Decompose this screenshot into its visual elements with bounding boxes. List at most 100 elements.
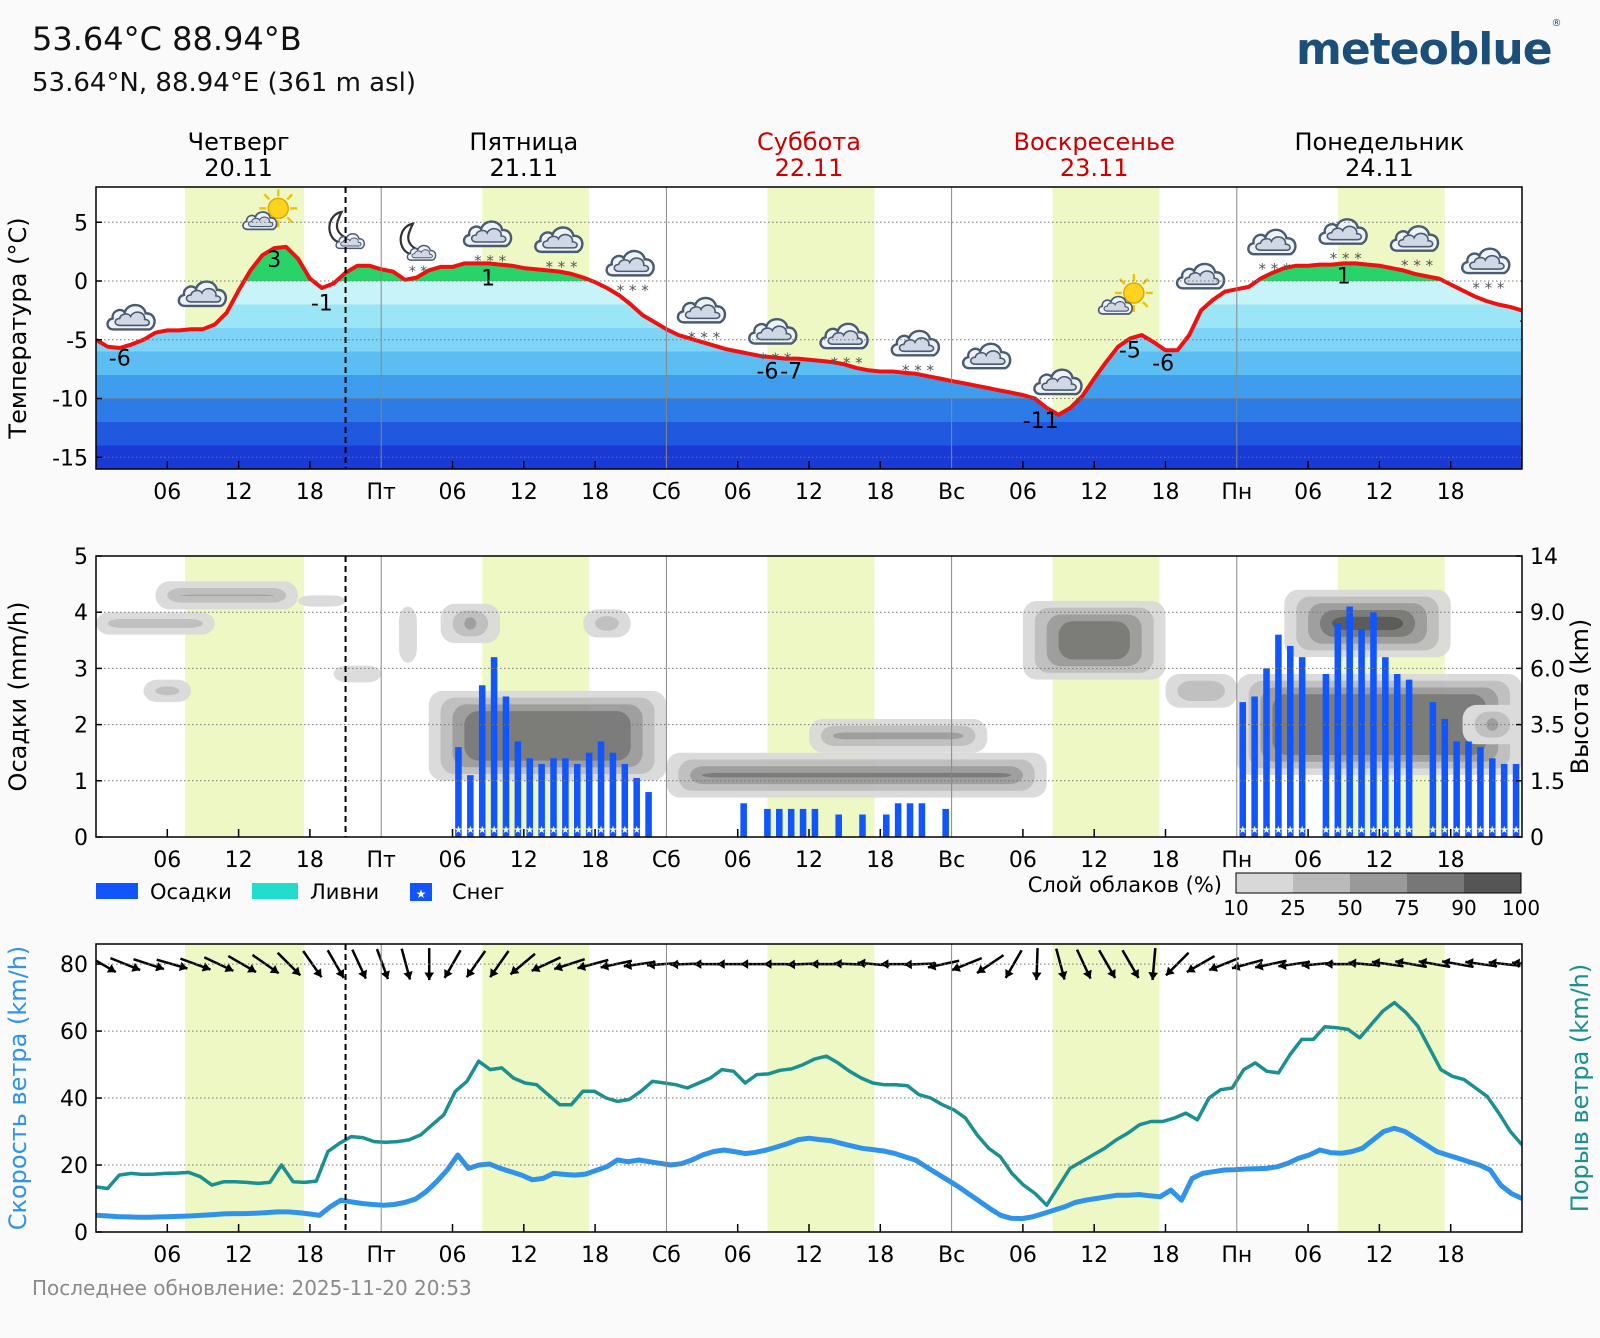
wind-arrow xyxy=(1254,959,1287,971)
temperature-line xyxy=(96,244,1522,417)
precip-bar xyxy=(597,741,605,837)
snow-marker: ★ xyxy=(513,825,522,836)
daylight-band xyxy=(1052,944,1160,1232)
x-tick-label-hour: 12 xyxy=(1365,1243,1393,1268)
x-tick-label-hour: 18 xyxy=(296,480,324,505)
wind-arrow-head xyxy=(403,970,413,980)
x-tick-label-day: Вс xyxy=(938,848,965,873)
temperature-label: 1 xyxy=(481,267,495,292)
wind-arrow xyxy=(1121,949,1140,979)
logo-text: meteoblue xyxy=(1296,24,1553,75)
precip-bar xyxy=(740,803,747,837)
x-tick-label-hour: 12 xyxy=(795,480,823,505)
temperature-band xyxy=(96,422,1522,446)
wind-arrow-head xyxy=(1031,972,1042,981)
cloud-legend-tick: 25 xyxy=(1280,896,1305,920)
wind-arrow-head xyxy=(1186,964,1196,973)
x-tick-label-hour: 12 xyxy=(510,1243,538,1268)
legend-showers-label: Ливни xyxy=(310,880,379,904)
cloud-legend-tick: 50 xyxy=(1337,896,1362,920)
gust-line xyxy=(96,1000,1522,1207)
wind-arrow-head xyxy=(600,961,610,971)
right-tick-label: 0 xyxy=(1530,826,1544,851)
wind-arrow-head xyxy=(335,968,345,978)
wind-arrow-head xyxy=(763,959,772,969)
wind-arrow-head xyxy=(531,963,541,973)
precip-bar xyxy=(645,792,652,837)
x-tick-label-hour: 12 xyxy=(795,1243,823,1268)
right-tick-label: 14 xyxy=(1530,545,1558,570)
panel-frame xyxy=(95,555,1523,838)
wind-arrow-head xyxy=(247,964,257,973)
snow-marker: ★ xyxy=(1500,825,1509,836)
snowflake-glyph: * * * xyxy=(1258,260,1291,278)
day-date: 24.11 xyxy=(1345,154,1414,182)
x-tick-label-hour: 06 xyxy=(1009,480,1037,505)
legend-precip-label: Осадки xyxy=(150,880,232,904)
last-update-text: Последнее обновление: 2025-11-20 20:53 xyxy=(32,1276,472,1300)
wind-arrow-head xyxy=(291,966,301,976)
x-tick-label-hour: 18 xyxy=(1152,480,1180,505)
precip-bar xyxy=(859,814,866,837)
temperature-label: -6 xyxy=(109,347,131,372)
snow-marker: ★ xyxy=(454,825,463,836)
logo-registered-mark: ® xyxy=(1551,18,1562,30)
wind-arrow-head xyxy=(1005,968,1014,978)
panel-2-plot-area xyxy=(96,944,1522,1232)
wind-arrow xyxy=(326,949,345,979)
wind-arrow xyxy=(1098,949,1117,979)
snow-marker: ★ xyxy=(1440,825,1449,836)
right-tick-label: 1.5 xyxy=(1530,770,1565,795)
wind-arrow-head xyxy=(834,958,842,969)
snow-marker: ★ xyxy=(478,825,487,836)
day-name: Понедельник xyxy=(1294,128,1464,156)
wind-arrow xyxy=(951,956,983,972)
precip-bar xyxy=(526,758,534,837)
day-date: 23.11 xyxy=(1060,154,1129,182)
precip-bar xyxy=(538,763,545,837)
wind-arrow-head xyxy=(466,968,476,978)
cloud-layer xyxy=(107,618,203,628)
legend-showers-swatch xyxy=(252,883,298,899)
wind-arrow-head xyxy=(424,972,435,981)
x-tick-label-day: Пн xyxy=(1221,848,1252,873)
x-tick-label-day: Сб xyxy=(652,480,681,505)
snow-marker: ★ xyxy=(1345,825,1354,836)
precip-bar xyxy=(835,814,842,837)
wind-arrow-head xyxy=(693,959,702,969)
precip-bar xyxy=(1239,702,1247,837)
wind-arrow xyxy=(227,955,257,974)
temperature-panel: * * * * * * * * * * * * * * * * * * * * * * * * … xyxy=(96,187,1522,469)
x-tick-label-hour: 12 xyxy=(1365,480,1393,505)
precip-bar xyxy=(918,803,926,837)
cloud-snow-icon: * * * xyxy=(748,317,798,368)
temperature-band xyxy=(96,351,1522,375)
x-tick-label-hour: 18 xyxy=(581,1243,609,1268)
wind-arrow xyxy=(976,954,1005,975)
x-tick-label-hour: 06 xyxy=(153,848,181,873)
snow-marker: ★ xyxy=(1250,825,1259,836)
x-tick-label-day: Вс xyxy=(938,480,965,505)
x-tick-label-hour: 18 xyxy=(1437,848,1465,873)
legend-snow-label: Снег xyxy=(452,880,504,904)
x-tick-label-hour: 18 xyxy=(581,480,609,505)
cloud-layer-field xyxy=(96,581,1522,798)
wind-arrow xyxy=(509,952,536,976)
snowflake-glyph: * * * xyxy=(759,350,792,368)
panel-frame xyxy=(95,943,1523,1233)
wind-arrow xyxy=(623,960,656,971)
cloud-layer xyxy=(155,686,180,696)
x-tick-label-hour: 18 xyxy=(866,480,894,505)
wind-arrow xyxy=(1395,957,1428,969)
y-tick-label: 3 xyxy=(74,657,88,682)
precip-bar xyxy=(1251,696,1258,837)
day-name: Суббота xyxy=(757,128,861,156)
day-date: 21.11 xyxy=(489,154,558,182)
precip-bar xyxy=(776,808,783,837)
daylight-band xyxy=(767,944,875,1232)
meteoblue-logo[interactable]: meteoblue® xyxy=(1296,18,1562,75)
precip-bar xyxy=(894,803,902,837)
wind-arrow-head xyxy=(1255,961,1264,971)
wind-arrow-head xyxy=(1465,958,1474,968)
